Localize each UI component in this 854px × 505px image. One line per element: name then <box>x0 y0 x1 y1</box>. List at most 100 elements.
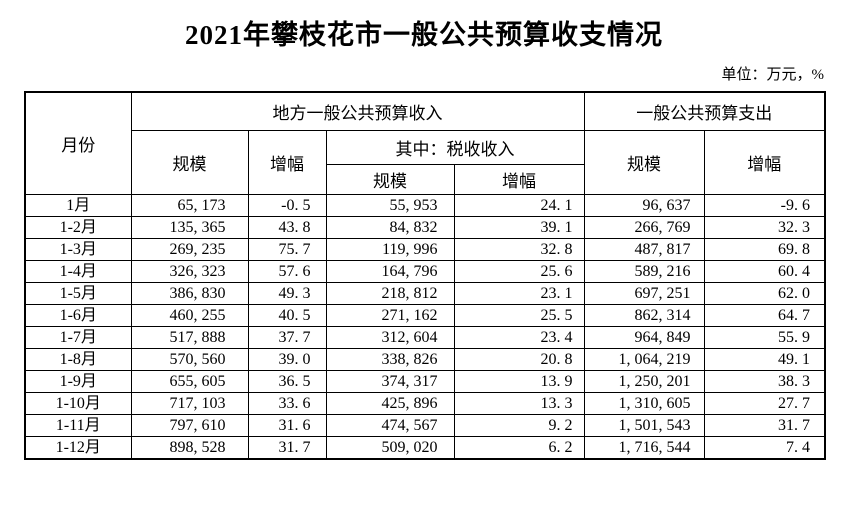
budget-table: 月份 地方一般公共预算收入 一般公共预算支出 规模 增幅 其中：税收收入 规模 … <box>24 91 826 460</box>
month-cell: 1-7月 <box>24 325 132 349</box>
table-row: 1-4月 326, 323 57. 6 164, 796 25. 6 589, 216 60… <box>24 259 826 283</box>
tax-scale-cell: 474, 567 <box>325 413 455 437</box>
revenue-scale-cell: 797, 610 <box>130 413 249 437</box>
revenue-scale-cell: 570, 560 <box>130 347 249 371</box>
tax-growth-cell: 23. 1 <box>453 281 585 305</box>
month-cell: 1-6月 <box>24 303 132 327</box>
expenditure-growth-cell: 7. 4 <box>703 435 826 459</box>
table-row: 1-12月 898, 528 31. 7 509, 020 6. 2 1, 716, 54… <box>24 435 826 459</box>
expenditure-growth-cell: 69. 8 <box>703 237 826 261</box>
expenditure-scale-cell: 266, 769 <box>583 215 705 239</box>
revenue-growth-cell: 43. 8 <box>247 215 327 239</box>
header-tax-scale: 规模 <box>325 163 455 195</box>
table-row: 1-5月 386, 830 49. 3 218, 812 23. 1 697, 251 62… <box>24 281 826 305</box>
revenue-scale-cell: 386, 830 <box>130 281 249 305</box>
tax-scale-cell: 374, 317 <box>325 369 455 393</box>
expenditure-scale-cell: 589, 216 <box>583 259 705 283</box>
tax-scale-cell: 119, 996 <box>325 237 455 261</box>
table-row: 1月 65, 173 -0. 5 55, 953 24. 1 96, 637 -9. 6 <box>24 193 826 217</box>
header-revenue-group: 地方一般公共预算收入 <box>130 91 585 131</box>
header-expenditure-growth: 增幅 <box>703 129 826 195</box>
header-row-1: 月份 地方一般公共预算收入 一般公共预算支出 <box>24 91 826 195</box>
expenditure-growth-cell: -9. 6 <box>703 193 826 217</box>
revenue-scale-cell: 326, 323 <box>130 259 249 283</box>
revenue-growth-cell: 57. 6 <box>247 259 327 283</box>
month-cell: 1-2月 <box>24 215 132 239</box>
tax-growth-cell: 9. 2 <box>453 413 585 437</box>
month-cell: 1-8月 <box>24 347 132 371</box>
expenditure-growth-cell: 55. 9 <box>703 325 826 349</box>
expenditure-scale-cell: 1, 250, 201 <box>583 369 705 393</box>
page-title: 2021年攀枝花市一般公共预算收支情况 <box>185 20 663 50</box>
month-cell: 1-12月 <box>24 435 132 459</box>
expenditure-growth-cell: 64. 7 <box>703 303 826 327</box>
month-cell: 1-10月 <box>24 391 132 415</box>
header-expenditure-group: 一般公共预算支出 <box>583 91 826 131</box>
expenditure-scale-cell: 697, 251 <box>583 281 705 305</box>
tax-scale-cell: 312, 604 <box>325 325 455 349</box>
month-cell: 1-5月 <box>24 281 132 305</box>
tax-growth-cell: 20. 8 <box>453 347 585 371</box>
tax-scale-cell: 55, 953 <box>325 193 455 217</box>
header-expenditure-scale: 规模 <box>583 129 705 195</box>
expenditure-growth-cell: 49. 1 <box>703 347 826 371</box>
revenue-growth-cell: 31. 6 <box>247 413 327 437</box>
revenue-scale-cell: 898, 528 <box>130 435 249 459</box>
header-row-2: 规模 增幅 其中：税收收入 规模 增幅 <box>25 129 826 195</box>
expenditure-scale-cell: 1, 716, 544 <box>583 435 705 459</box>
header-month: 月份 <box>24 91 132 195</box>
tax-growth-cell: 25. 6 <box>453 259 585 283</box>
revenue-growth-cell: 37. 7 <box>247 325 327 349</box>
tax-scale-cell: 218, 812 <box>325 281 455 305</box>
table-row: 1-11月 797, 610 31. 6 474, 567 9. 2 1, 501, 54… <box>24 413 826 437</box>
table-row: 1-7月 517, 888 37. 7 312, 604 23. 4 964, 849 55… <box>24 325 826 349</box>
expenditure-growth-cell: 62. 0 <box>703 281 826 305</box>
revenue-growth-cell: 31. 7 <box>247 435 327 459</box>
month-cell: 1-9月 <box>24 369 132 393</box>
tax-scale-cell: 509, 020 <box>325 435 455 459</box>
tax-growth-cell: 25. 5 <box>453 303 585 327</box>
expenditure-scale-cell: 964, 849 <box>583 325 705 349</box>
header-tax-growth: 增幅 <box>453 163 585 195</box>
expenditure-growth-cell: 31. 7 <box>703 413 826 437</box>
tax-growth-cell: 23. 4 <box>453 325 585 349</box>
tax-growth-cell: 13. 9 <box>453 369 585 393</box>
tax-growth-cell: 24. 1 <box>453 193 585 217</box>
table-row: 1-9月 655, 605 36. 5 374, 317 13. 9 1, 250, 20… <box>24 369 826 393</box>
table-row: 1-10月 717, 103 33. 6 425, 896 13. 3 1, 310, 6… <box>24 391 826 415</box>
table-row: 1-3月 269, 235 75. 7 119, 996 32. 8 487, 817 69… <box>24 237 826 261</box>
revenue-scale-cell: 517, 888 <box>130 325 249 349</box>
revenue-scale-cell: 135, 365 <box>130 215 249 239</box>
table-row: 1-6月 460, 255 40. 5 271, 162 25. 5 862, 314 64… <box>24 303 826 327</box>
tax-scale-cell: 338, 826 <box>325 347 455 371</box>
revenue-scale-cell: 269, 235 <box>130 237 249 261</box>
unit-note: 单位：万元，% <box>721 67 825 83</box>
revenue-scale-cell: 717, 103 <box>130 391 249 415</box>
tax-scale-cell: 84, 832 <box>325 215 455 239</box>
header-revenue-growth: 增幅 <box>247 129 327 195</box>
revenue-growth-cell: 40. 5 <box>247 303 327 327</box>
tax-scale-cell: 164, 796 <box>325 259 455 283</box>
expenditure-growth-cell: 32. 3 <box>703 215 826 239</box>
month-cell: 1月 <box>24 193 132 217</box>
table-body: 1月 65, 173 -0. 5 55, 953 24. 1 96, 637 -9. 6 1-… <box>24 193 826 459</box>
expenditure-scale-cell: 1, 310, 605 <box>583 391 705 415</box>
revenue-growth-cell: 49. 3 <box>247 281 327 305</box>
tax-growth-cell: 32. 8 <box>453 237 585 261</box>
table-header: 月份 地方一般公共预算收入 一般公共预算支出 规模 增幅 其中：税收收入 规模 … <box>24 91 826 195</box>
expenditure-scale-cell: 1, 064, 219 <box>583 347 705 371</box>
tax-growth-cell: 39. 1 <box>453 215 585 239</box>
expenditure-growth-cell: 38. 3 <box>703 369 826 393</box>
revenue-growth-cell: 75. 7 <box>247 237 327 261</box>
table-row: 1-2月 135, 365 43. 8 84, 832 39. 1 266, 769 32.… <box>24 215 826 239</box>
expenditure-growth-cell: 60. 4 <box>703 259 826 283</box>
month-cell: 1-3月 <box>24 237 132 261</box>
expenditure-scale-cell: 1, 501, 543 <box>583 413 705 437</box>
header-tax-subgroup: 其中：税收收入 <box>325 129 585 165</box>
tax-growth-cell: 13. 3 <box>453 391 585 415</box>
month-cell: 1-11月 <box>24 413 132 437</box>
tax-scale-cell: 425, 896 <box>325 391 455 415</box>
document-page: 2021年攀枝花市一般公共预算收支情况 单位：万元，% 月份 地方一般公共预算收… <box>24 0 826 460</box>
tax-growth-cell: 6. 2 <box>453 435 585 459</box>
revenue-scale-cell: 655, 605 <box>130 369 249 393</box>
